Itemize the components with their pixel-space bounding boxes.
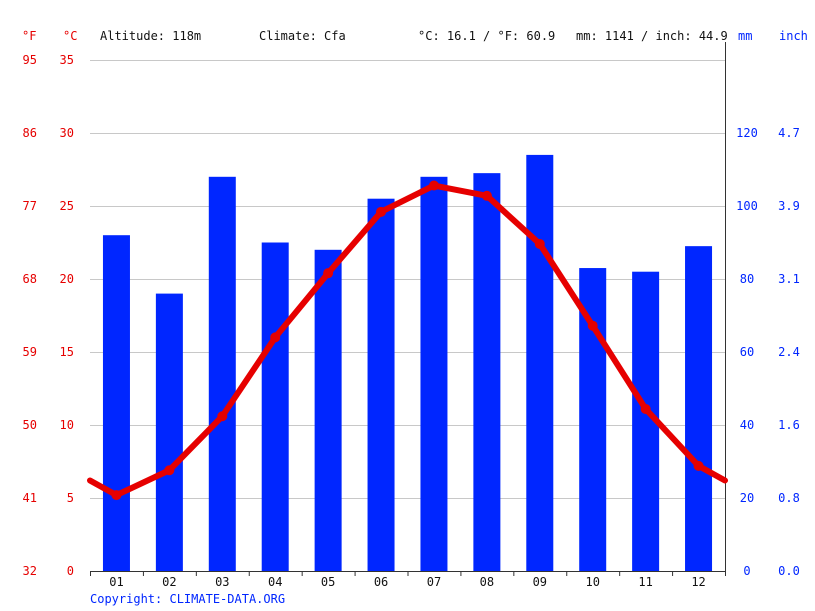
gridlines xyxy=(90,60,725,499)
fahrenheit-tick-label: 86 xyxy=(23,126,37,140)
month-tick-label: 11 xyxy=(638,575,652,589)
celsius-unit-label: °C xyxy=(63,29,77,43)
precipitation-bar xyxy=(102,235,130,571)
inch-tick-label: 1.6 xyxy=(778,418,800,432)
inch-tick-label: 3.1 xyxy=(778,272,800,286)
fahrenheit-tick-label: 68 xyxy=(23,272,37,286)
celsius-tick-label: 5 xyxy=(67,491,74,505)
inch-tick-label: 0.8 xyxy=(778,491,800,505)
precipitation-bar xyxy=(261,242,289,571)
temperature-point xyxy=(270,332,281,343)
month-tick-label: 10 xyxy=(585,575,599,589)
temperature-point xyxy=(428,180,439,191)
precipitation-bar xyxy=(579,268,607,571)
temperature-point xyxy=(111,490,122,501)
month-tick-label: 02 xyxy=(162,575,176,589)
temperature-point xyxy=(693,460,704,471)
precipitation-bar xyxy=(420,176,448,572)
temperature-point xyxy=(640,403,651,414)
average-temperature-label: °C: 16.1 / °F: 60.9 xyxy=(418,29,555,43)
precipitation-bar xyxy=(526,154,554,571)
temperature-line xyxy=(87,180,728,501)
inch-tick-label: 4.7 xyxy=(778,126,800,140)
mm-tick-label: 60 xyxy=(740,345,754,359)
inch-unit-label: inch xyxy=(779,29,808,43)
precipitation-bar xyxy=(473,173,501,571)
precipitation-total-label: mm: 1141 / inch: 44.9 xyxy=(576,29,728,43)
mm-tick-label: 120 xyxy=(736,126,758,140)
tick-labels: 0 32 5 41 10 50 15 59 20 68 25 77 30 86 35 95 0 0.0 20 0.8 4… xyxy=(23,53,800,589)
month-tick-label: 07 xyxy=(427,575,441,589)
celsius-tick-label: 0 xyxy=(67,564,74,578)
fahrenheit-tick-label: 32 xyxy=(23,564,37,578)
fahrenheit-tick-label: 59 xyxy=(23,345,37,359)
fahrenheit-tick-label: 95 xyxy=(23,53,37,67)
celsius-tick-label: 35 xyxy=(60,53,74,67)
month-tick-label: 12 xyxy=(691,575,705,589)
temperature-point xyxy=(534,238,545,249)
temperature-point xyxy=(376,206,387,217)
precipitation-bar xyxy=(314,249,342,572)
precipitation-bars xyxy=(102,154,713,572)
precipitation-bar xyxy=(208,176,236,572)
inch-tick-label: 2.4 xyxy=(778,345,800,359)
celsius-tick-label: 10 xyxy=(60,418,74,432)
mm-tick-label: 80 xyxy=(740,272,754,286)
climate-label: Climate: Cfa xyxy=(259,29,346,43)
temperature-point xyxy=(323,268,334,279)
precipitation-bar xyxy=(367,198,395,571)
temperature-point xyxy=(217,411,228,422)
celsius-tick-label: 20 xyxy=(60,272,74,286)
celsius-tick-label: 30 xyxy=(60,126,74,140)
fahrenheit-tick-label: 77 xyxy=(23,199,37,213)
mm-tick-label: 0 xyxy=(743,564,750,578)
fahrenheit-tick-label: 41 xyxy=(23,491,37,505)
mm-unit-label: mm xyxy=(738,29,752,43)
temperature-point xyxy=(587,320,598,331)
mm-tick-label: 100 xyxy=(736,199,758,213)
mm-tick-label: 40 xyxy=(740,418,754,432)
fahrenheit-unit-label: °F xyxy=(22,29,36,43)
altitude-label: Altitude: 118m xyxy=(100,29,201,43)
temperature-point xyxy=(481,190,492,201)
fahrenheit-tick-label: 50 xyxy=(23,418,37,432)
temperature-line-path xyxy=(87,182,728,499)
precipitation-bar xyxy=(685,246,713,571)
celsius-tick-label: 15 xyxy=(60,345,74,359)
month-tick-label: 09 xyxy=(533,575,547,589)
inch-tick-label: 3.9 xyxy=(778,199,800,213)
month-tick-label: 05 xyxy=(321,575,335,589)
temperature-point xyxy=(164,465,175,476)
celsius-tick-label: 25 xyxy=(60,199,74,213)
month-tick-label: 04 xyxy=(268,575,282,589)
month-tick-label: 08 xyxy=(480,575,494,589)
mm-tick-label: 20 xyxy=(740,491,754,505)
month-tick-label: 03 xyxy=(215,575,229,589)
inch-tick-label: 0.0 xyxy=(778,564,800,578)
precipitation-bar xyxy=(155,293,183,571)
month-tick-label: 01 xyxy=(109,575,123,589)
month-tick-label: 06 xyxy=(374,575,388,589)
copyright-text: Copyright: CLIMATE-DATA.ORG xyxy=(90,592,285,606)
axes xyxy=(90,42,726,576)
